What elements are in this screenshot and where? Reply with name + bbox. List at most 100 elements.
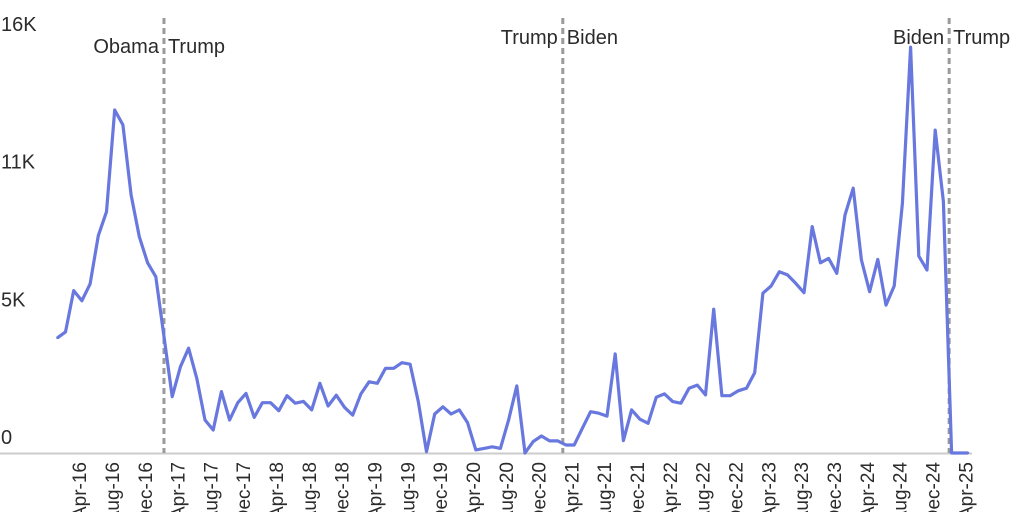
y-tick-label: 11K <box>1 152 36 174</box>
annotation-right-label: Biden <box>567 27 618 49</box>
data-point <box>966 451 970 455</box>
x-tick-label: Apr-17 <box>169 462 190 512</box>
data-point <box>548 439 551 443</box>
data-point <box>105 210 108 213</box>
x-tick-label: Dec-23 <box>825 462 846 512</box>
data-point <box>925 268 929 272</box>
x-tick-label: Dec-20 <box>530 462 551 512</box>
data-point <box>417 400 420 403</box>
data-point <box>860 258 863 262</box>
data-point <box>605 414 609 418</box>
data-point <box>425 450 428 453</box>
x-tick-label: Aug-22 <box>694 462 715 512</box>
data-point <box>310 408 313 412</box>
data-point <box>671 400 674 403</box>
data-point <box>630 408 633 412</box>
data-point <box>187 347 190 350</box>
x-tick-label: Dec-24 <box>923 462 944 512</box>
data-point <box>228 418 231 422</box>
x-tick-label: Apr-21 <box>562 462 583 512</box>
data-point <box>318 382 322 385</box>
data-point <box>203 418 207 422</box>
data-point <box>482 447 486 450</box>
data-point <box>466 421 469 424</box>
data-point <box>827 257 830 260</box>
data-point <box>236 401 239 404</box>
data-point <box>556 439 559 443</box>
data-point <box>162 335 166 338</box>
data-point <box>253 416 256 419</box>
x-tick-label: Aug-18 <box>300 462 321 512</box>
data-point <box>400 361 404 364</box>
data-point <box>138 235 141 238</box>
data-point <box>277 409 280 412</box>
x-tick-label: Dec-16 <box>136 462 157 512</box>
data-point <box>113 108 116 112</box>
data-point <box>712 308 715 311</box>
data-point <box>663 392 666 396</box>
data-point <box>687 387 691 390</box>
data-point <box>622 439 625 442</box>
data-point <box>359 392 363 396</box>
data-point <box>728 394 732 397</box>
data-point <box>64 330 67 334</box>
data-point <box>589 410 592 413</box>
data-point <box>786 273 789 277</box>
y-axis: 0 5K 11K 16K <box>1 14 37 449</box>
data-point <box>532 440 535 443</box>
data-point <box>917 254 920 258</box>
x-tick-label: Aug-21 <box>595 462 616 512</box>
data-point <box>843 213 847 217</box>
data-point <box>129 193 133 197</box>
data-point <box>285 394 289 397</box>
data-point <box>958 451 961 455</box>
data-point <box>614 352 617 356</box>
data-point <box>704 393 707 397</box>
data-point <box>351 413 354 417</box>
data-point <box>942 200 945 203</box>
data-point <box>72 289 75 292</box>
x-tick-label: Dec-17 <box>234 462 255 512</box>
data-point <box>769 284 773 288</box>
data-point <box>638 418 642 421</box>
data-point <box>384 367 387 370</box>
x-tick-label: Aug-19 <box>398 462 419 512</box>
annotation-right-label: Trump <box>168 36 225 58</box>
data-point <box>220 390 223 393</box>
x-tick-label: Aug-16 <box>103 462 124 512</box>
x-tick-label: Aug-24 <box>891 462 912 512</box>
data-point <box>367 380 371 383</box>
data-points <box>56 46 970 455</box>
data-point <box>269 401 272 404</box>
x-tick-label: Apr-23 <box>759 462 780 512</box>
data-point <box>745 387 748 390</box>
data-point <box>819 261 822 264</box>
data-point <box>901 202 904 205</box>
data-point <box>909 46 912 49</box>
x-tick-label: Aug-20 <box>497 462 518 512</box>
data-point <box>261 401 264 404</box>
data-point <box>335 394 338 397</box>
x-tick-label: Apr-24 <box>858 462 879 512</box>
data-point <box>212 428 215 432</box>
data-point <box>868 290 871 293</box>
data-point <box>876 258 879 261</box>
data-point <box>376 382 379 385</box>
annotation-right-label: Trump <box>953 27 1010 49</box>
y-tick-label: 5K <box>1 289 26 311</box>
data-point <box>326 404 330 408</box>
x-tick-label: Apr-20 <box>464 462 485 512</box>
data-point <box>679 402 683 405</box>
data-point <box>491 445 494 448</box>
x-tick-label: Dec-18 <box>333 462 354 512</box>
data-point <box>80 299 84 302</box>
data-point <box>244 392 248 395</box>
data-point <box>408 363 412 366</box>
data-point <box>507 418 510 422</box>
administration-dividers: Obama Trump Trump Biden Biden Trump <box>93 18 1010 453</box>
data-point <box>515 384 518 388</box>
data-point <box>499 447 502 450</box>
data-point <box>852 187 855 190</box>
y-tick-label: 0 <box>1 427 12 449</box>
